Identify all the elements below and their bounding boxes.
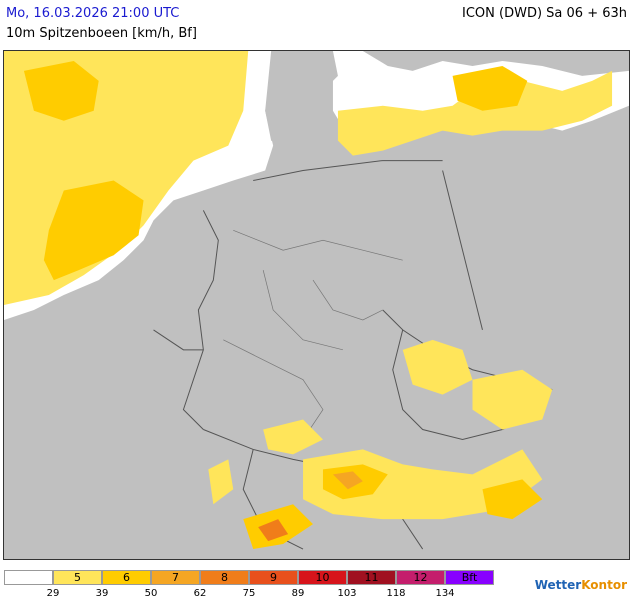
- model-run: ICON (DWD) Sa 06 + 63h: [462, 6, 627, 21]
- legend-swatch: [151, 570, 200, 585]
- parameter-label: 10m Spitzenboeen [km/h, Bf]: [6, 26, 197, 41]
- legend-swatch: [445, 570, 494, 585]
- legend-kmh-tick: 75: [242, 588, 256, 599]
- legend-swatch: [200, 570, 249, 585]
- gust-patches-south: [208, 339, 553, 550]
- legend-kmh-tick: 39: [95, 588, 109, 599]
- legend-swatch: [298, 570, 347, 585]
- legend-bft-label: 11: [364, 571, 379, 584]
- color-legend: 5 6 7 8 9 10 11 12 Bft 29 39 50 62 75 89 103 118 134: [0, 568, 633, 600]
- legend-kmh-tick: 50: [144, 588, 158, 599]
- wetterkontor-logo: WetterKontor: [535, 578, 627, 592]
- legend-kmh-tick: 89: [291, 588, 305, 599]
- sweden: [362, 51, 629, 76]
- legend-kmh-tick: 103: [337, 588, 357, 599]
- state-borders: [223, 229, 403, 440]
- gust-area-baltic: [337, 70, 613, 156]
- legend-kmh-tick: 62: [193, 588, 207, 599]
- gust-area-baltic-strong: [452, 65, 528, 111]
- legend-swatch: [396, 570, 445, 585]
- legend-swatch: [249, 570, 298, 585]
- legend-bft-label: 10: [315, 571, 330, 584]
- legend-bft-label: 12: [413, 571, 428, 584]
- brand-part1: Wetter: [534, 578, 582, 592]
- gust-map: [3, 50, 630, 560]
- denmark: [265, 51, 338, 146]
- legend-swatch: [347, 570, 396, 585]
- gust-area-north-sea-strong-2: [23, 60, 99, 121]
- legend-bft-label: Bft: [461, 571, 478, 584]
- legend-bft-label: 5: [74, 571, 81, 584]
- legend-bft-label: 6: [123, 571, 130, 584]
- legend-bft-label: 7: [172, 571, 179, 584]
- legend-kmh-tick: 29: [46, 588, 60, 599]
- legend-swatch: [102, 570, 151, 585]
- forecast-datetime: Mo, 16.03.2026 21:00 UTC: [6, 6, 180, 21]
- brand-part2: Kontor: [581, 578, 627, 592]
- gust-area-north-sea-strong: [43, 180, 144, 281]
- legend-kmh-tick: 134: [435, 588, 455, 599]
- legend-swatch: [4, 570, 53, 585]
- legend-bft-label: 8: [221, 571, 228, 584]
- legend-bft-label: 9: [270, 571, 277, 584]
- legend-kmh-tick: 118: [386, 588, 406, 599]
- legend-bft-label: [4, 570, 53, 585]
- legend-swatch: [53, 570, 102, 585]
